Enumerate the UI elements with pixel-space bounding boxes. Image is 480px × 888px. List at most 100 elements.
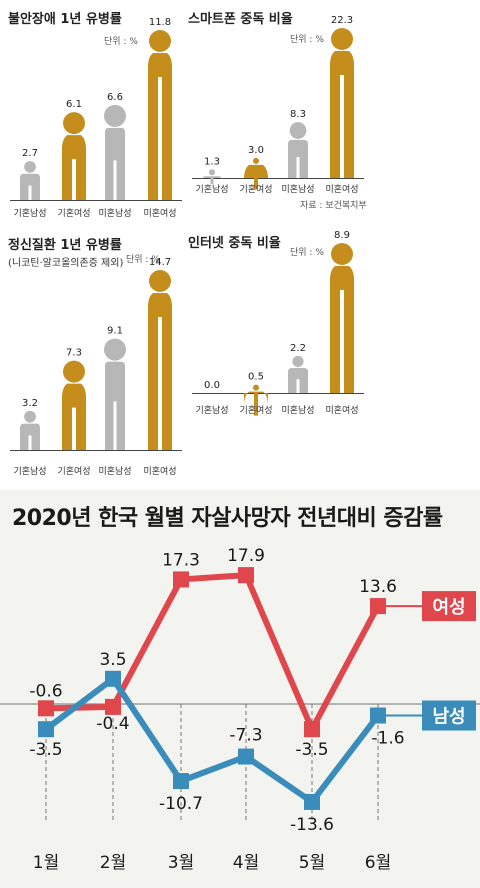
figure-body <box>148 53 172 200</box>
bar-figure <box>288 355 308 393</box>
figure-head <box>149 30 171 52</box>
bar-value-label: 9.1 <box>107 326 123 337</box>
women-point <box>105 698 121 715</box>
month-label: 4월 <box>233 853 259 873</box>
bar-value-label: 0.0 <box>204 380 220 391</box>
figure-head <box>252 157 260 164</box>
bar-category-label: 기혼남성 <box>195 404 228 416</box>
bar-category-label: 미혼남성 <box>281 404 314 416</box>
bar-value-label: 11.8 <box>149 17 171 28</box>
line-chart-title: 2020년 한국 월별 자살사망자 전년대비 증감률 <box>12 506 443 531</box>
figure-head <box>209 169 215 176</box>
bar-value-label: 1.3 <box>204 156 220 167</box>
women-point <box>304 721 320 738</box>
bar-category-label: 기혼남성 <box>195 183 228 195</box>
women-point <box>370 598 386 615</box>
mental-title: 정신질환 1년 유병률 <box>8 238 122 253</box>
figure-body <box>148 293 172 450</box>
bar-category-label: 기혼여성 <box>239 404 272 416</box>
bar-figure <box>330 243 354 393</box>
women-point <box>173 571 189 588</box>
women-value-label: -0.6 <box>29 681 62 701</box>
figure-head <box>104 338 126 361</box>
bar-figure <box>148 270 172 450</box>
men-value-label: -13.6 <box>290 815 334 835</box>
anxiety-title: 불안장애 1년 유병률 <box>8 12 122 27</box>
figure-head <box>331 28 353 50</box>
bar-value-label: 3.2 <box>22 398 38 409</box>
men-value-label: -1.6 <box>371 729 404 749</box>
men-point <box>238 748 254 765</box>
bar-panel-internet: 0.0 기혼남성 0.5 기혼여성 2.2 미혼남성 8.9 미혼여성 <box>192 230 364 416</box>
men-line <box>44 675 381 805</box>
men-point <box>105 670 121 687</box>
smartphone-unit: 단위 : % <box>290 35 324 45</box>
women-value-label: -3.5 <box>295 740 328 760</box>
mental-unit: 단위 : % <box>126 255 160 265</box>
bar-category-label: 미혼여성 <box>325 404 358 416</box>
month-label: 5월 <box>299 853 325 873</box>
men-point <box>304 793 320 810</box>
figure-body <box>288 139 308 178</box>
figure-body <box>244 164 268 189</box>
women-point <box>238 567 254 584</box>
bar-category-label: 미혼남성 <box>98 207 131 219</box>
women-point <box>38 700 54 717</box>
figure-head <box>63 112 85 135</box>
figure-body <box>330 266 354 393</box>
figure-head <box>149 270 171 292</box>
men-tag-label: 남성 <box>432 707 465 728</box>
smartphone-source: 자료 : 보건복지부 <box>300 201 367 211</box>
figure-head <box>104 104 126 127</box>
men-value-label: -10.7 <box>159 794 203 814</box>
bar-category-label: 기혼남성 <box>13 465 46 477</box>
men-point <box>370 707 386 724</box>
bar-category-label: 기혼여성 <box>57 207 90 219</box>
anxiety-unit: 단위 : % <box>104 37 138 47</box>
men-point <box>173 773 189 790</box>
figure-head <box>289 122 307 139</box>
women-value-label: 17.9 <box>227 546 265 566</box>
bar-value-label: 0.5 <box>248 372 264 383</box>
figure-body <box>244 391 268 416</box>
figure-body <box>105 127 125 200</box>
bar-value-label: 7.3 <box>66 348 82 359</box>
figure-head <box>253 384 259 391</box>
bar-figure <box>20 161 40 200</box>
men-value-label: 3.5 <box>99 650 126 670</box>
month-label: 6월 <box>365 853 391 873</box>
bar-figure <box>244 384 268 416</box>
figure-body <box>202 176 222 185</box>
bar-value-label: 8.9 <box>334 230 350 241</box>
figure-body <box>20 423 40 450</box>
bar-panel-mental: 3.2 기혼남성 7.3 기혼여성 9.1 미혼남성 14.7 미혼여성 <box>10 257 182 477</box>
figure-head <box>331 243 353 265</box>
women-value-label: -0.4 <box>96 714 129 734</box>
bar-value-label: 14.7 <box>149 257 171 268</box>
mental-subtitle: (니코틴·알코올의존증 제외) <box>8 258 124 269</box>
bar-panel-anxiety: 2.7 기혼남성 6.1 기혼여성 6.6 미혼남성 11.8 미혼여성 <box>10 17 182 219</box>
bar-figure <box>104 338 126 450</box>
bar-figure <box>20 410 40 450</box>
bar-category-label: 기혼여성 <box>239 183 272 195</box>
bar-figure <box>104 104 126 200</box>
bar-category-label: 미혼남성 <box>98 465 131 477</box>
bar-value-label: 6.6 <box>107 92 123 103</box>
figure-head <box>24 410 36 423</box>
infographic-top: 불안장애 1년 유병률 단위 : % 스마트폰 중독 비율 단위 : % 자료 … <box>8 12 367 477</box>
month-label: 3월 <box>168 853 194 873</box>
bar-category-label: 미혼여성 <box>143 465 176 477</box>
women-value-label: 17.3 <box>162 550 200 570</box>
bar-value-label: 22.3 <box>331 15 353 26</box>
figure-body <box>62 135 86 200</box>
figure-head <box>63 360 85 383</box>
bar-value-label: 2.2 <box>290 343 306 354</box>
bar-figure <box>202 169 222 185</box>
men-tag <box>422 700 476 731</box>
bar-value-label: 3.0 <box>248 145 264 156</box>
figure-body <box>288 368 308 393</box>
month-label: 2월 <box>100 853 126 873</box>
bar-figure <box>288 122 308 178</box>
women-tag <box>422 591 476 622</box>
